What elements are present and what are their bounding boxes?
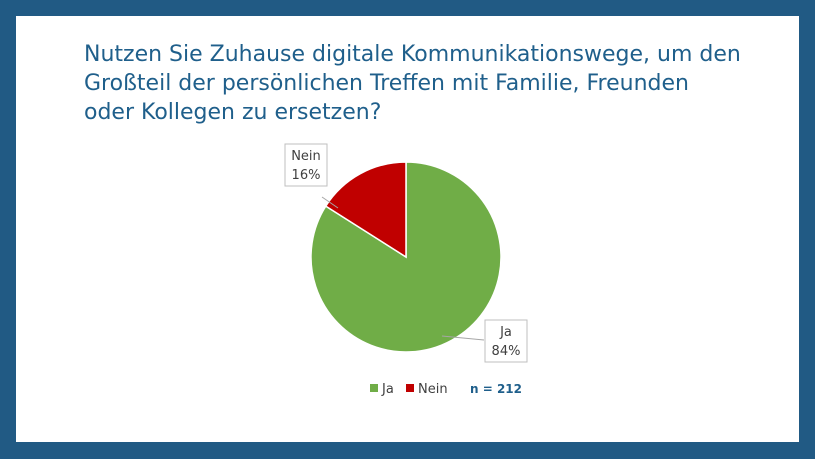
slide-title: Nutzen Sie Zuhause digitale Kommunikatio… <box>84 42 741 125</box>
leader-line-nein <box>321 196 339 209</box>
legend: Ja Nein <box>370 382 448 397</box>
data-label-nein-category: Nein <box>291 149 321 164</box>
leader-line-ja <box>441 335 485 341</box>
slide: Nutzen Sie Zuhause digitale Kommunikatio… <box>16 16 799 442</box>
data-label-ja-value: 84% <box>492 344 521 359</box>
data-label-ja: Ja 84% <box>484 319 528 363</box>
data-label-nein: Nein 16% <box>284 143 328 187</box>
pie-chart: Nein 16% Ja 84% Ja Nein n = 212 <box>284 143 528 397</box>
data-label-ja-category: Ja <box>499 325 512 340</box>
legend-label-ja: Ja <box>381 382 394 397</box>
legend-swatch-nein <box>406 384 414 392</box>
data-label-nein-value: 16% <box>292 168 321 183</box>
legend-swatch-ja <box>370 384 378 392</box>
sample-size-note: n = 212 <box>470 382 522 396</box>
legend-label-nein: Nein <box>418 382 448 397</box>
